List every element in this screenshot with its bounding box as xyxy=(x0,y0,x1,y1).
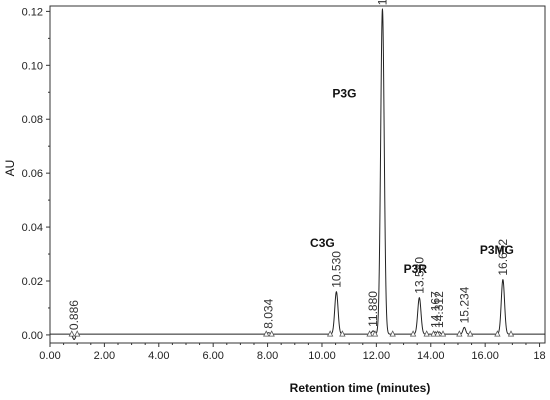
baseline-marker xyxy=(439,330,447,337)
y-tick-label: 0.08 xyxy=(22,114,43,126)
baseline-marker xyxy=(494,330,501,337)
baseline-marker xyxy=(326,330,334,337)
peak-rt-label: 14.167 xyxy=(428,291,442,328)
baseline-marker xyxy=(74,330,81,337)
peak-rt-label: 15.234 xyxy=(457,286,471,323)
x-tick-label: 6.00 xyxy=(202,350,223,362)
baseline-marker xyxy=(268,330,275,337)
baseline-marker xyxy=(456,330,463,337)
peak-rt-label: 8.034 xyxy=(262,298,276,328)
baseline-marker xyxy=(339,330,346,337)
x-tick-label: 14.00 xyxy=(417,350,445,362)
compound-label: P3G xyxy=(332,87,356,101)
baseline-marker xyxy=(371,330,379,337)
x-tick-label: 16.00 xyxy=(471,350,499,362)
peak-rt-label: 0.886 xyxy=(67,300,81,330)
baseline-marker xyxy=(389,330,396,337)
x-axis-title: Retention time (minutes) xyxy=(290,381,431,395)
peak-rt-label: 13.580 xyxy=(412,257,426,294)
baseline-marker xyxy=(68,330,75,337)
chromatogram-line xyxy=(50,7,545,340)
baseline-marker xyxy=(409,330,417,337)
axes: 0.00 0.02 0.04 0.06 0.08 0.10 0.12 0.00 2.00 4.00… xyxy=(22,5,546,362)
plot-frame xyxy=(49,5,546,344)
y-tick-label: 0.10 xyxy=(22,60,43,72)
x-tick-label: 18 xyxy=(533,350,545,362)
y-tick-label: 0.06 xyxy=(22,168,43,180)
y-tick-label: 0.12 xyxy=(22,6,43,18)
compound-label: P3MG xyxy=(480,243,514,257)
x-tick-label: 10.00 xyxy=(308,350,336,362)
compound-label: P3R xyxy=(404,262,428,276)
peak-rt-label: 11.880 xyxy=(366,291,380,327)
integration-markers xyxy=(68,330,515,337)
peak-rt-label: 12.223 xyxy=(375,0,389,5)
baseline-marker xyxy=(434,330,441,337)
baseline-marker xyxy=(507,330,515,337)
peak-rt-label: 10.530 xyxy=(329,251,343,288)
y-tick-label: 0.04 xyxy=(22,222,43,234)
baseline-marker xyxy=(423,330,430,337)
peak-labels: 0.886 8.034 10.530 11.880 12.223 13.58014.167… xyxy=(67,0,514,330)
y-tick-label: 0.00 xyxy=(22,330,43,342)
x-tick-label: 0.00 xyxy=(39,350,60,362)
baseline-marker xyxy=(263,330,270,337)
x-tick-label: 12.00 xyxy=(363,350,391,362)
x-tick-label: 2.00 xyxy=(94,350,115,362)
x-tick-label: 8.00 xyxy=(257,350,278,362)
y-tick-label: 0.02 xyxy=(22,276,43,288)
baseline-marker xyxy=(430,330,437,337)
baseline-marker xyxy=(467,330,474,337)
compound-label: C3G xyxy=(310,236,335,250)
trace xyxy=(50,7,545,340)
baseline-marker xyxy=(366,330,373,337)
peak-rt-label: 16.652 xyxy=(496,239,510,276)
peak-rt-label: 14.312 xyxy=(432,291,446,328)
y-axis-title: AU xyxy=(3,160,17,177)
x-tick-label: 4.00 xyxy=(148,350,169,362)
